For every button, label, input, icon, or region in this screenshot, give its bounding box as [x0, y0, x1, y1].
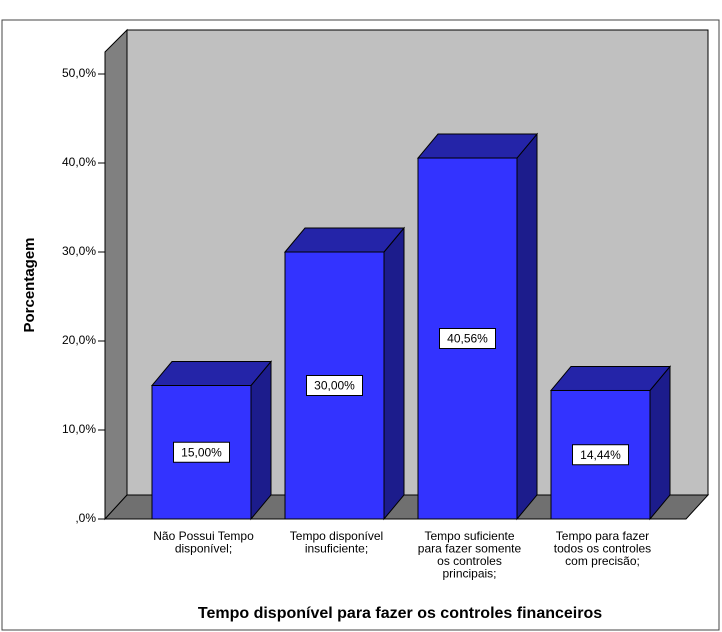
value-label: 15,00% [181, 445, 222, 459]
value-label-box [306, 375, 363, 396]
x-tick-label: os controles [437, 554, 502, 568]
bar-side [516, 132, 538, 521]
bar-side [649, 365, 671, 521]
x-tick-label: Tempo para fazer [556, 529, 649, 543]
y-tick-label: 30,0% [62, 244, 96, 258]
x-tick-label: disponível; [175, 542, 232, 556]
y-tick-label: 20,0% [62, 333, 96, 347]
x-tick-label: insuficiente; [305, 542, 368, 556]
y-tick-label: ,0% [75, 511, 96, 525]
side-wall [104, 28, 128, 521]
bar-top [549, 365, 672, 391]
value-label: 40,56% [447, 332, 488, 346]
x-tick-label: com precisão; [565, 554, 640, 568]
y-tick-label: 10,0% [62, 422, 96, 436]
value-label: 14,44% [580, 448, 621, 462]
x-tick-label: Tempo disponível [290, 529, 383, 543]
x-tick-label: Não Possui Tempo [153, 529, 254, 543]
x-axis-label: Tempo disponível para fazer os controles… [198, 605, 602, 622]
x-tick-label: principais; [442, 567, 496, 581]
value-label-box [572, 444, 629, 466]
value-label: 30,00% [314, 379, 355, 393]
x-tick-label: Tempo suficiente [424, 529, 514, 543]
bar-top [283, 227, 406, 253]
value-label-box [439, 328, 496, 350]
x-tick-label: todos os controles [554, 542, 651, 556]
value-label-box [173, 441, 230, 463]
y-tick-label: 50,0% [62, 66, 96, 80]
y-axis-label: Porcentagem [21, 237, 38, 332]
bar-top [150, 361, 273, 386]
bar-top [416, 133, 539, 159]
bar-side [250, 360, 272, 521]
bar-side [383, 226, 405, 521]
x-tick-label: para fazer somente [418, 542, 522, 556]
y-tick-label: 40,0% [62, 155, 96, 169]
